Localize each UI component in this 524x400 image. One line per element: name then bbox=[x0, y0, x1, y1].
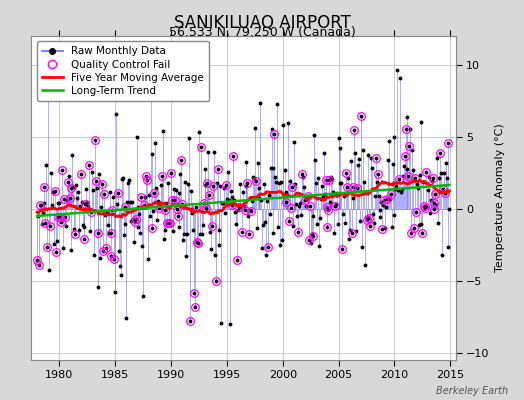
Y-axis label: Temperature Anomaly (°C): Temperature Anomaly (°C) bbox=[495, 124, 505, 272]
Text: Berkeley Earth: Berkeley Earth bbox=[436, 386, 508, 396]
Legend: Raw Monthly Data, Quality Control Fail, Five Year Moving Average, Long-Term Tren: Raw Monthly Data, Quality Control Fail, … bbox=[37, 41, 209, 101]
Text: SANIKILUAQ AIRPORT: SANIKILUAQ AIRPORT bbox=[173, 14, 351, 32]
Text: 56.533 N, 79.250 W (Canada): 56.533 N, 79.250 W (Canada) bbox=[169, 26, 355, 39]
